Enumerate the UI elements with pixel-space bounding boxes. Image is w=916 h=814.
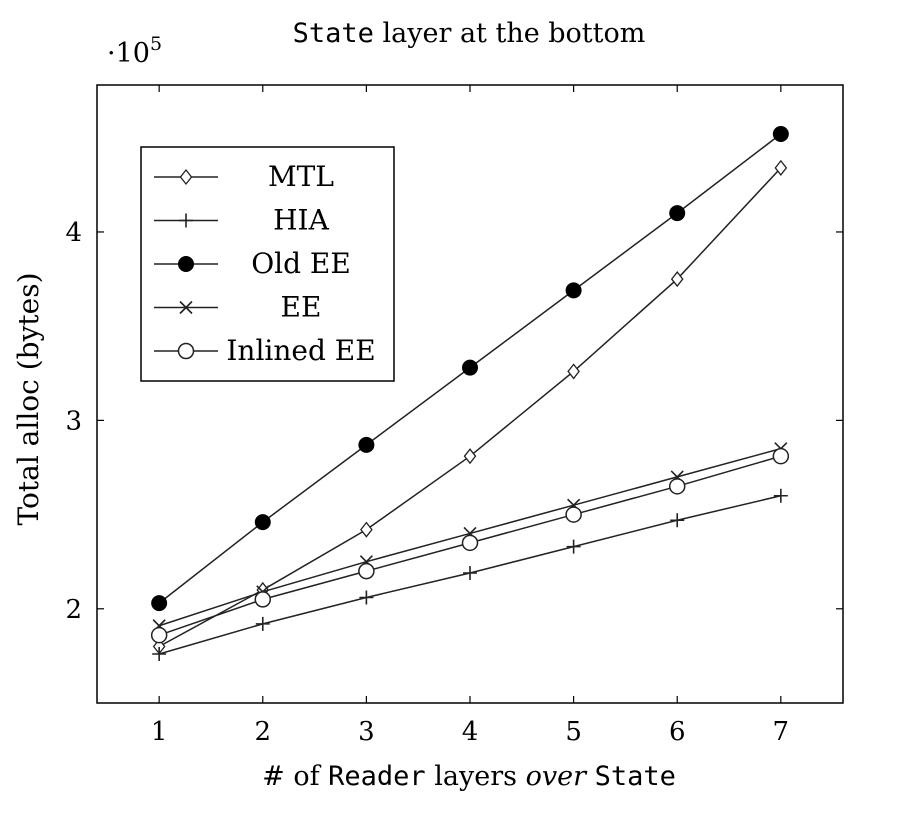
x-axis-label: # of Reader layers over State	[262, 761, 676, 792]
legend: MTL HIA Old EE EE Inlined EE	[140, 146, 395, 382]
legend-label: EE	[281, 291, 322, 324]
series-old-ee	[151, 125, 789, 612]
legend-item-mtl: MTL	[154, 160, 334, 193]
data-point-hia	[773, 488, 788, 503]
legend-label: HIA	[273, 204, 329, 237]
data-point-old-ee	[151, 595, 168, 612]
legend-item-inlined-ee: Inlined EE	[154, 334, 376, 367]
data-point-hia	[255, 616, 270, 631]
y-tick-label: 3	[65, 406, 82, 436]
data-point-inlined-ee	[461, 534, 479, 552]
data-point-old-ee	[669, 205, 686, 222]
y-scale-multiplier: ·105	[107, 33, 162, 69]
series-hia	[152, 488, 788, 662]
x-tick-label: 6	[669, 717, 686, 747]
data-point-inlined-ee	[150, 626, 168, 644]
series-lines	[150, 125, 790, 662]
data-point-inlined-ee	[668, 478, 686, 495]
x-tick-label: 7	[773, 717, 790, 747]
legend-marker-mtl	[179, 168, 193, 186]
data-point-mtl	[670, 271, 684, 288]
y-tick-label: 2	[65, 595, 82, 625]
data-point-hia	[566, 539, 581, 554]
data-point-inlined-ee	[254, 591, 272, 608]
x-tick-label: 3	[358, 717, 375, 747]
legend-marker-ee	[179, 300, 193, 315]
legend-label: Old EE	[251, 247, 351, 280]
y-axis-label: Total alloc (bytes)	[12, 273, 45, 526]
data-point-inlined-ee	[358, 562, 375, 580]
x-axis-label-text: # of Reader layers over State	[262, 761, 676, 792]
data-point-hia	[152, 647, 167, 662]
chart-title-text: State layer at the bottom	[293, 18, 646, 49]
x-tick-label: 4	[462, 717, 479, 747]
data-point-hia	[670, 513, 685, 528]
data-point-hia	[463, 565, 477, 580]
y-tick-label: 4	[65, 218, 82, 248]
y-axis-scale-label: ·105	[107, 33, 162, 69]
data-point-inlined-ee	[772, 447, 790, 465]
data-point-old-ee	[462, 359, 478, 376]
axis-ticks: 1 2 3 4 5 6 7 2 3 4	[65, 85, 843, 747]
legend-marker-inlined-ee	[177, 342, 195, 360]
legend-label: Inlined EE	[226, 334, 375, 367]
data-point-mtl	[567, 363, 580, 380]
legend-marker-hia	[179, 213, 193, 228]
legend-item-ee: EE	[154, 291, 321, 324]
series-inlined-ee	[150, 447, 790, 644]
y-axis-label-text: Total alloc (bytes)	[12, 273, 45, 526]
x-tick-label: 1	[151, 717, 168, 747]
legend-marker-old-ee	[178, 256, 194, 272]
data-point-old-ee	[358, 436, 375, 453]
data-point-inlined-ee	[565, 506, 582, 523]
x-tick-label: 2	[255, 717, 272, 747]
data-point-mtl	[463, 448, 477, 465]
data-point-old-ee	[772, 125, 789, 142]
data-point-mtl	[360, 521, 373, 538]
legend-label: MTL	[268, 160, 334, 193]
x-tick-label: 5	[565, 717, 582, 747]
data-point-old-ee	[565, 282, 582, 299]
data-point-hia	[359, 590, 374, 605]
chart-title: State layer at the bottom	[293, 18, 646, 49]
data-point-old-ee	[254, 514, 271, 531]
data-point-mtl	[774, 159, 788, 176]
legend-item-hia: HIA	[154, 204, 330, 237]
legend-item-old-ee: Old EE	[154, 247, 351, 280]
series-mtl	[152, 159, 788, 655]
